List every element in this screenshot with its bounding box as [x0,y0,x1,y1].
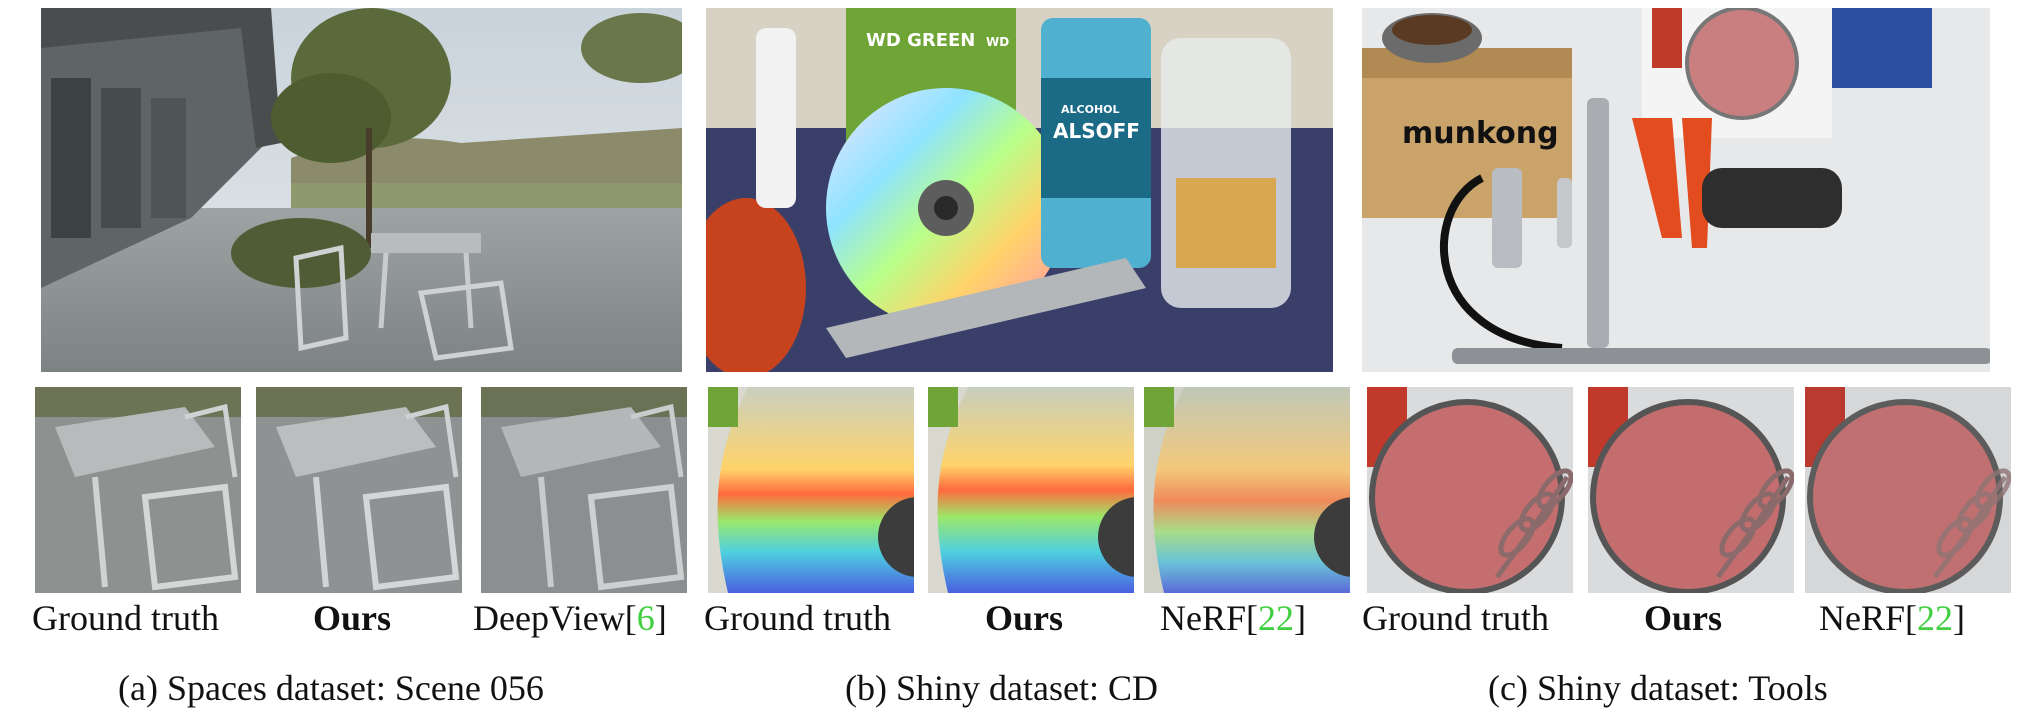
alcohol-text: ALCOHOL [1061,103,1120,116]
cd-crop-nerf [1144,387,1350,593]
label-ours-a: Ours [313,598,392,638]
label-baseline-c: NeRF[22] [1819,598,1965,638]
tools-crop-nerf [1805,387,2011,593]
wd-green-text: WD GREEN [866,30,975,51]
wd-logo-text: WD [986,35,1009,49]
baseline-name-a: DeepView[ [473,598,637,638]
scene-056-crop-ours [256,387,462,593]
scene-056-crop-ground-truth [35,387,241,593]
tools-main-image: munkong [1362,8,1990,372]
munkong-text: munkong [1402,116,1559,151]
caption-b: (b) Shiny dataset: CD [845,668,1158,708]
tools-crop-ground-truth [1367,387,1573,593]
label-baseline-b: NeRF[22] [1160,598,1306,638]
scene-056-main-image [41,8,682,372]
alsoff-text: ALSOFF [1053,119,1140,143]
cd-crop-ours [928,387,1134,593]
label-ground-truth-b: Ground truth [704,598,891,638]
label-ground-truth-c: Ground truth [1362,598,1549,638]
cd-main-image: WD GREEN WD ALCOHOL ALSOFF [706,8,1333,372]
label-ours-b: Ours [985,598,1064,638]
label-ours-c: Ours [1644,598,1723,638]
baseline-name-b: NeRF[ [1160,598,1258,638]
label-baseline-a: DeepView[6] [473,598,667,638]
citation-b[interactable]: 22 [1258,598,1294,638]
caption-c: (c) Shiny dataset: Tools [1488,668,1828,708]
baseline-name-c: NeRF[ [1819,598,1917,638]
label-ground-truth-a: Ground truth [32,598,219,638]
cd-crop-ground-truth [708,387,914,593]
citation-a[interactable]: 6 [636,598,655,638]
scene-056-crop-deepview [481,387,687,593]
caption-a: (a) Spaces dataset: Scene 056 [118,668,544,708]
citation-c[interactable]: 22 [1917,598,1953,638]
tools-crop-ours [1588,387,1794,593]
